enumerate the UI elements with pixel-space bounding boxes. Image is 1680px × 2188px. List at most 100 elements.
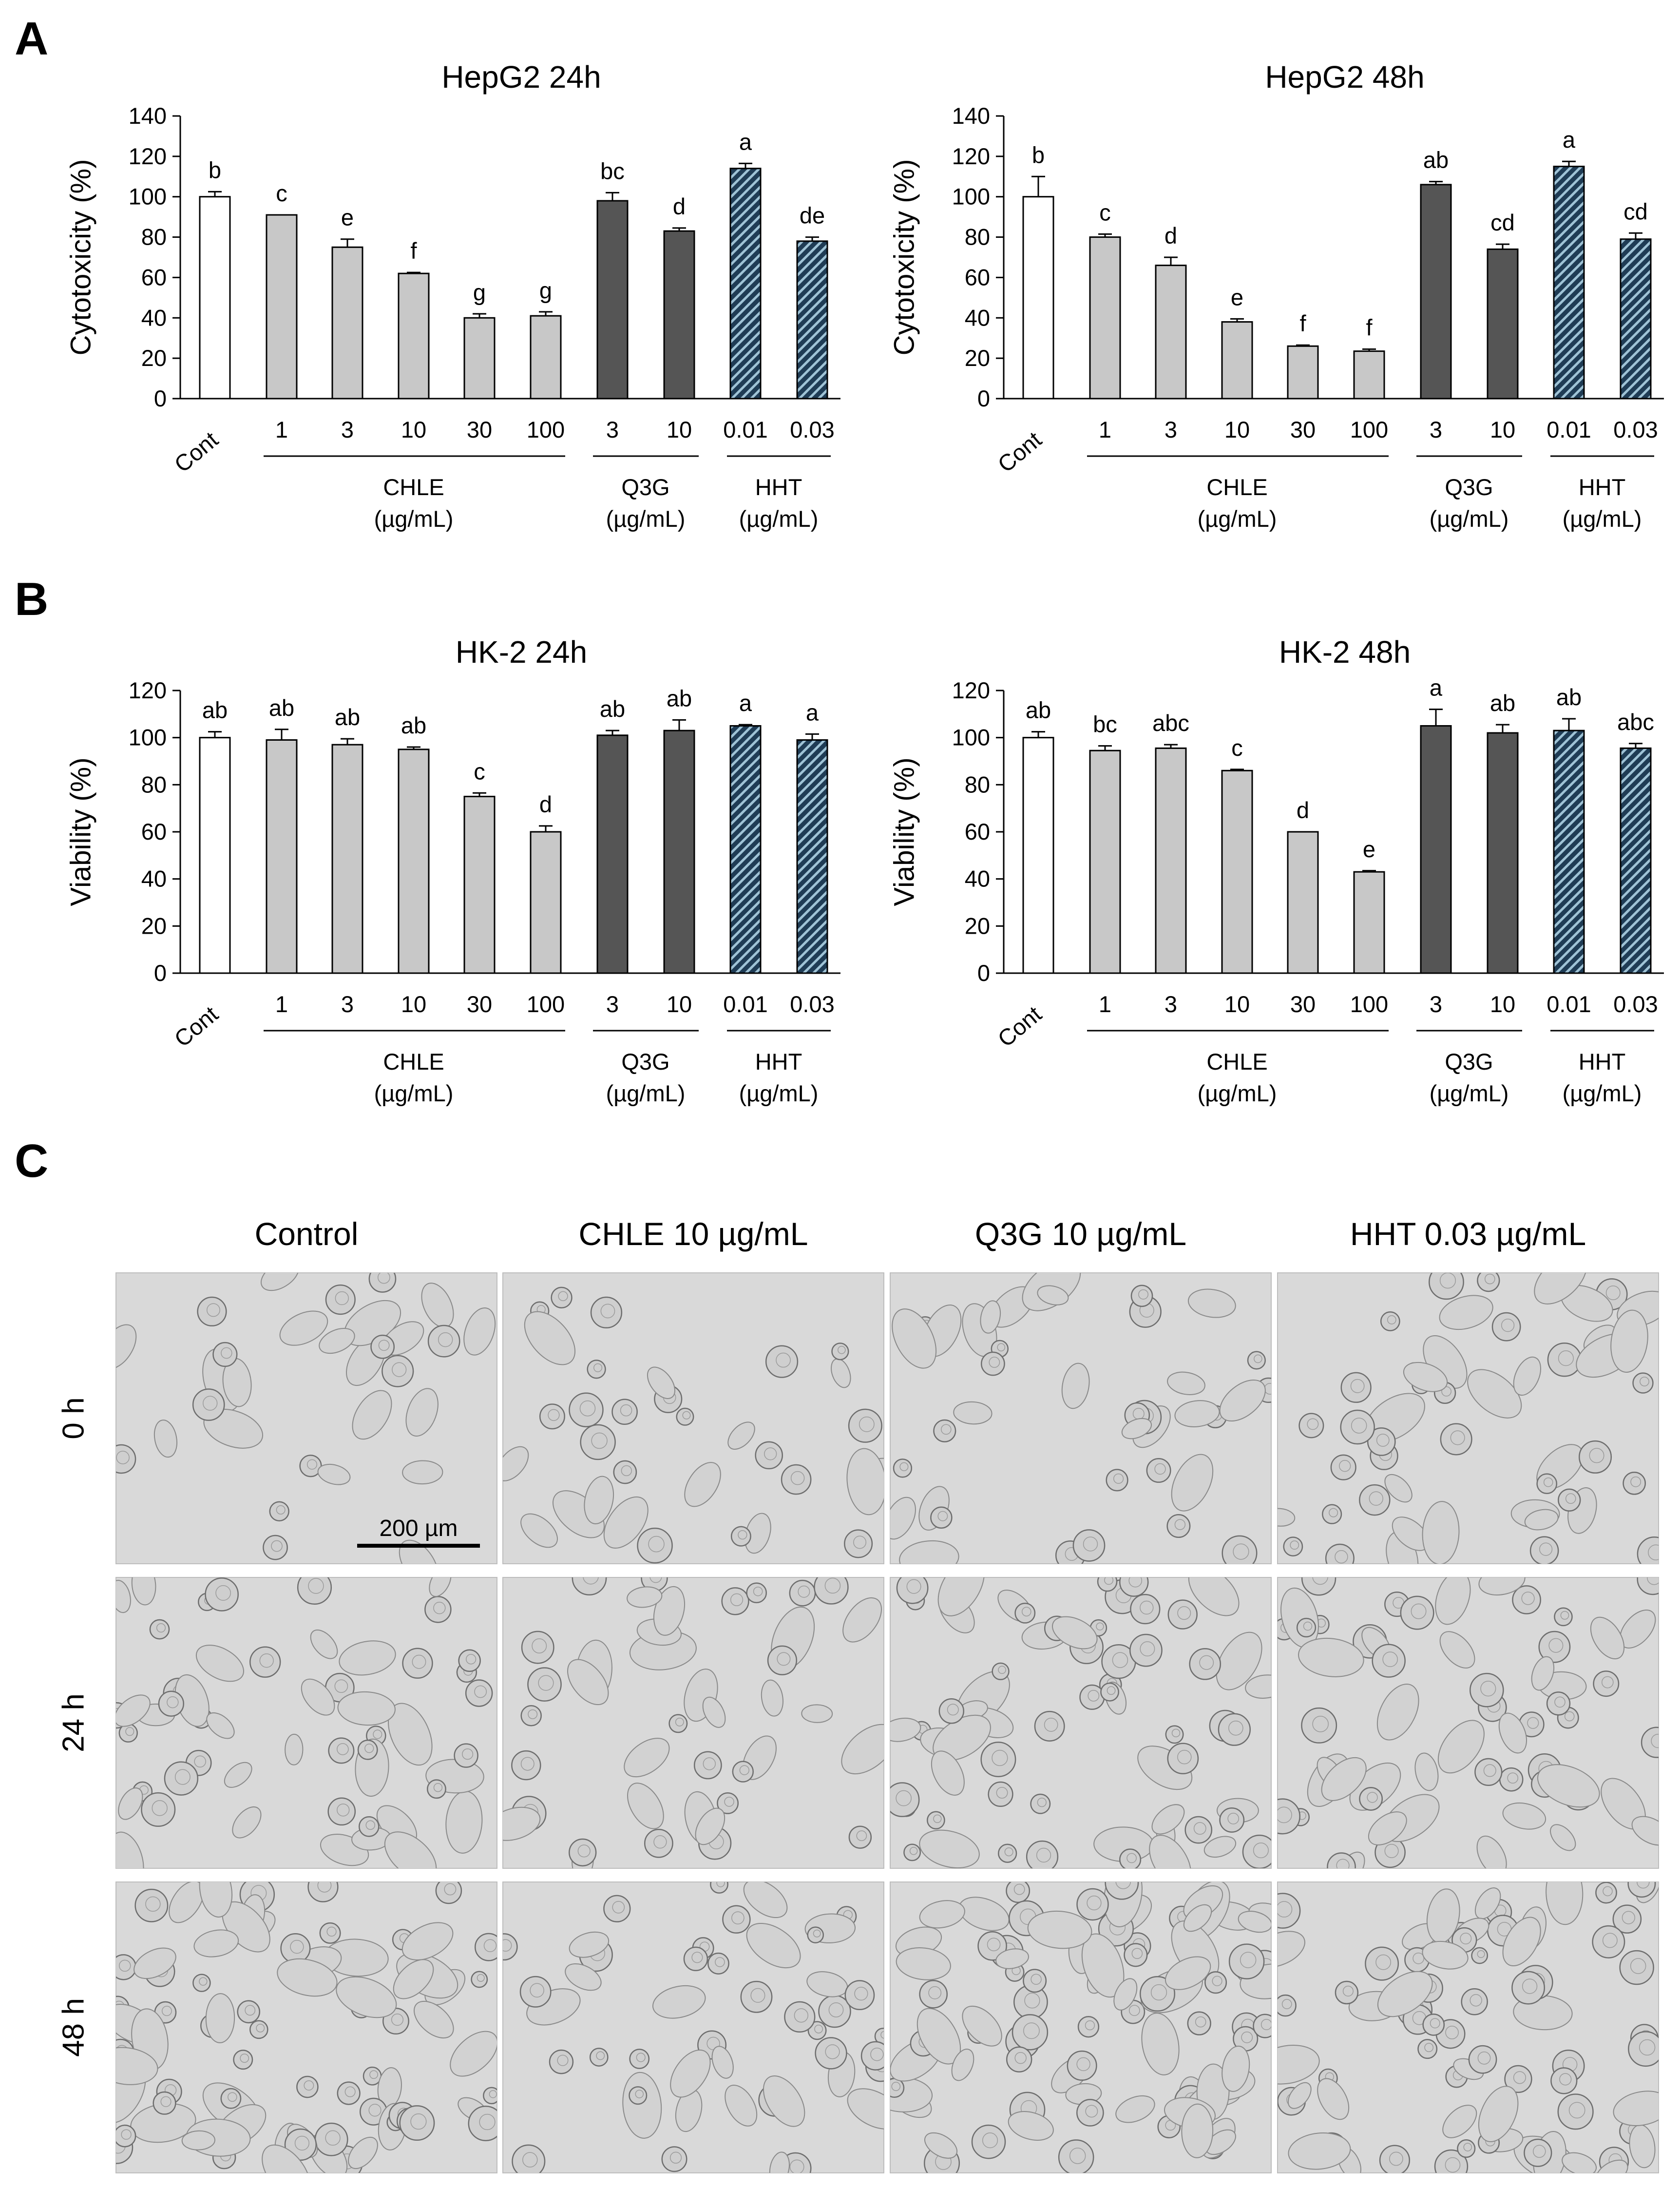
cell-nucleus [635, 2090, 644, 2098]
cell [1301, 1577, 1336, 1596]
group-label: Q3G [1445, 474, 1493, 500]
cell-nucleus [1069, 2148, 1086, 2164]
significance-letter: ab [1423, 147, 1449, 173]
cell-nucleus [1389, 2151, 1403, 2166]
category-label: 0.01 [1546, 991, 1591, 1017]
cell [893, 1459, 913, 1478]
cell-nucleus [1278, 1901, 1293, 1918]
cell-nucleus [433, 1602, 446, 1614]
cell [339, 1640, 396, 1676]
significance-letter: ab [1490, 690, 1515, 716]
cell [1187, 1288, 1236, 1318]
significance-letter: ab [1026, 697, 1051, 723]
cell-nucleus [1083, 1536, 1098, 1552]
chart-hk2-48h: HK-2 48h Viability (%) 0 20 40 60 80 100 120 ab Co… [888, 634, 1664, 1106]
cell-cluster [503, 1882, 884, 2173]
cell-cluster [116, 1577, 493, 1868]
cell-nucleus [1589, 1448, 1604, 1463]
bar-chle [398, 749, 430, 974]
cell-nucleus [1480, 1681, 1496, 1697]
cell [1238, 1911, 1271, 1933]
category-label: 100 [527, 991, 565, 1017]
micrograph-image [115, 1881, 497, 2173]
cell [1457, 2139, 1476, 2158]
category-label: 0.01 [723, 991, 767, 1017]
cell-nucleus [1171, 1728, 1181, 1738]
chart-hk2-24h: HK-2 24h Viability (%) 0 20 40 60 80 100 120 ab Co… [65, 634, 840, 1106]
cell-nucleus [1227, 1813, 1240, 1824]
significance-letter: c [276, 180, 287, 206]
bar-chle [1287, 831, 1319, 974]
cell [1590, 1616, 1625, 1660]
cell-nucleus [207, 1303, 220, 1317]
cell-nucleus [228, 2092, 237, 2102]
bar-chle [331, 246, 363, 400]
group-unit: (µg/mL) [1198, 506, 1277, 532]
cell [1079, 1684, 1105, 1710]
cell [511, 1750, 541, 1781]
cell-nucleus [438, 1332, 453, 1347]
cell-nucleus [1303, 1621, 1313, 1631]
cell [327, 1797, 356, 1826]
y-tick-label: 60 [965, 264, 990, 290]
bar-hht [729, 725, 762, 974]
category-label: 1 [275, 417, 288, 442]
cell-nucleus [1384, 1843, 1399, 1858]
cell [1027, 1910, 1092, 1949]
significance-letter: abc [1152, 710, 1189, 736]
significance-letter: ab [1556, 684, 1582, 710]
cell [307, 1882, 339, 1902]
cell-nucleus [1031, 1974, 1042, 1985]
cell [661, 2146, 687, 2172]
y-tick-label: 80 [141, 224, 167, 250]
cell-nucleus [653, 1835, 667, 1849]
cell [684, 1462, 721, 1507]
cell-nucleus [1138, 1289, 1148, 1300]
cell [232, 1806, 262, 1839]
bar-q3g [1487, 248, 1519, 400]
cell-nucleus [1254, 1354, 1262, 1363]
cell [695, 1807, 725, 1845]
bar-chle [331, 744, 363, 974]
cell-nucleus [1131, 1948, 1143, 1959]
cell [995, 1948, 1029, 1969]
cell-nucleus [256, 2023, 265, 2033]
micrograph-image [1277, 1272, 1659, 1564]
cell-nucleus [194, 1755, 206, 1768]
category-label: 100 [527, 417, 565, 442]
cell [721, 1587, 749, 1615]
cell [1061, 1363, 1090, 1409]
cell [1512, 1585, 1541, 1614]
panel-letter-c: C [15, 1135, 48, 1187]
group-label: CHLE [383, 474, 444, 500]
y-tick-label: 0 [977, 960, 990, 986]
cell [1368, 1811, 1407, 1845]
cell-nucleus [520, 1757, 535, 1771]
cell [707, 1952, 729, 1975]
significance-letter: bc [600, 158, 625, 184]
cell-nucleus [1411, 1603, 1427, 1619]
cell [962, 2005, 1002, 2047]
cell-nucleus [1439, 1273, 1456, 1289]
cell [297, 1577, 332, 1605]
cell [1627, 1882, 1656, 1898]
cell [348, 2136, 378, 2169]
cell-nucleus [1241, 2031, 1253, 2043]
cell [668, 1714, 688, 1733]
cell [1149, 1835, 1192, 1868]
cell-nucleus [1369, 1491, 1383, 1506]
cell-nucleus [1312, 1715, 1329, 1732]
cell-nucleus [1307, 1418, 1319, 1430]
cell [1222, 2045, 1250, 2092]
cell-nucleus [891, 2082, 901, 2091]
cell [195, 1645, 244, 1682]
cell-nucleus [160, 2096, 172, 2107]
cell-nucleus [1037, 1798, 1047, 1807]
cell [1287, 2082, 1312, 2109]
cell [1359, 1484, 1391, 1516]
cell [725, 2085, 758, 2127]
cell [1547, 1343, 1582, 1377]
significance-letter: g [539, 277, 552, 303]
cell-nucleus [1430, 2018, 1440, 2029]
chart-title: HepG2 48h [1265, 59, 1424, 95]
